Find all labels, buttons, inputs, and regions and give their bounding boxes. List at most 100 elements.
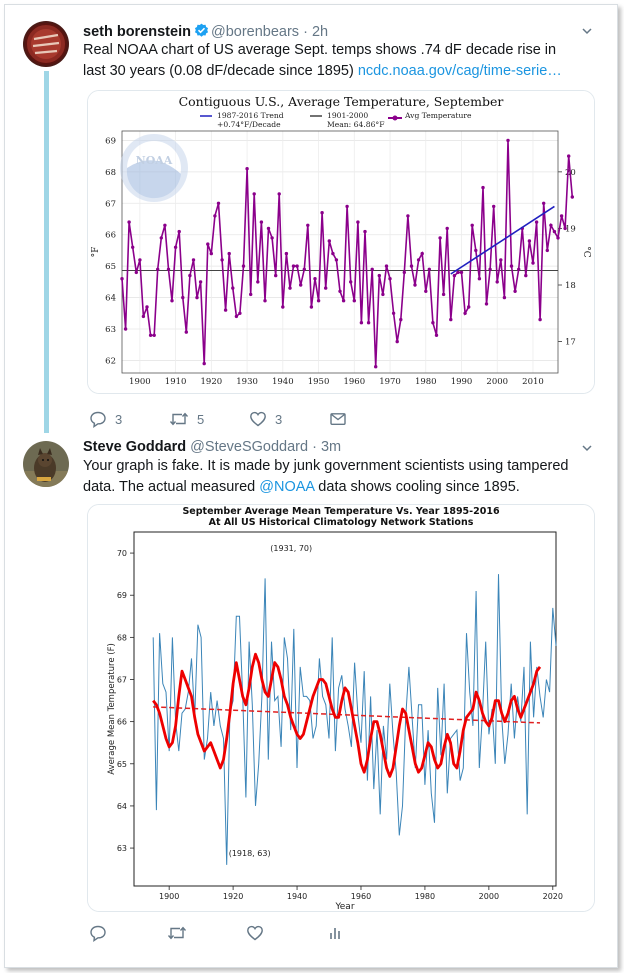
- data-point: [127, 220, 131, 224]
- data-point: [141, 314, 146, 319]
- y-tick-label: 67: [117, 676, 127, 685]
- tweet-1[interactable]: seth borenstein @borenbears · 2h Real NOA…: [5, 5, 617, 433]
- retweet-icon: [169, 412, 189, 426]
- y-axis-label: °F: [91, 247, 101, 258]
- data-point: [249, 292, 253, 297]
- data-point: [517, 267, 521, 271]
- data-point: [334, 258, 339, 262]
- data-point: [291, 264, 296, 268]
- y-tick-label: 63: [105, 325, 116, 335]
- keep-calm-badge-icon: [23, 21, 69, 67]
- x-tick-label: 2000: [479, 892, 499, 901]
- data-point: [223, 308, 228, 312]
- x-tick-label: 1960: [351, 892, 371, 901]
- data-point: [363, 229, 367, 234]
- data-point: [431, 321, 435, 325]
- author-handle[interactable]: @SteveSGoddard: [190, 439, 309, 455]
- tweet-image-noaa-chart[interactable]: Contiguous U.S., Average Temperature, Se…: [87, 90, 595, 394]
- data-point: [181, 295, 185, 300]
- data-point: [134, 270, 138, 275]
- mention-link[interactable]: @NOAA: [259, 479, 315, 495]
- tweet-2[interactable]: Steve Goddard @SteveSGoddard · 3m Your g…: [5, 433, 617, 967]
- data-point: [477, 277, 482, 281]
- avatar[interactable]: [23, 441, 69, 487]
- data-point: [467, 305, 471, 309]
- chevron-down-icon[interactable]: [581, 25, 593, 37]
- smoothed-temperature-line: [152, 652, 542, 778]
- data-point: [331, 251, 335, 256]
- tweet-time[interactable]: 2h: [311, 24, 329, 40]
- y-tick-label: 66: [105, 231, 116, 241]
- chart-subtitle: At All US Historical Climatology Network…: [209, 517, 474, 528]
- data-point: [474, 248, 478, 253]
- author-handle[interactable]: @borenbears: [210, 24, 300, 40]
- data-point: [463, 311, 467, 315]
- retweet-button[interactable]: [167, 924, 187, 942]
- y-tick-label: 65: [105, 262, 116, 272]
- author-name[interactable]: Steve Goddard: [83, 439, 187, 455]
- data-point: [241, 264, 246, 268]
- envelope-icon: [330, 413, 346, 425]
- data-point: [177, 229, 181, 234]
- data-point: [449, 317, 453, 322]
- data-point: [456, 270, 460, 275]
- data-point: [420, 251, 424, 256]
- data-point: [438, 236, 442, 240]
- x-tick-label: 1900: [159, 892, 179, 901]
- x-tick-label: 1920: [223, 892, 243, 901]
- data-point: [148, 333, 153, 337]
- reply-button[interactable]: 3: [89, 410, 122, 428]
- tweet-link[interactable]: ncdc.noaa.gov/cag/time-serie…: [357, 63, 562, 79]
- avatar[interactable]: [23, 21, 69, 67]
- data-point: [120, 277, 124, 281]
- tweet-time[interactable]: 3m: [320, 439, 342, 455]
- like-button[interactable]: 3: [249, 410, 282, 428]
- data-point: [384, 264, 389, 268]
- x-tick-label: 1940: [272, 377, 294, 387]
- data-point: [567, 154, 571, 158]
- noaa-chart: Contiguous U.S., Average Temperature, Se…: [88, 91, 594, 393]
- legend-label-detail: +0.74°F/Decade: [217, 120, 281, 129]
- data-point: [163, 223, 167, 227]
- data-point: [484, 302, 489, 306]
- data-point: [413, 283, 417, 287]
- data-point: [488, 267, 492, 271]
- data-point: [216, 201, 221, 205]
- x-tick-label: 1950: [308, 377, 330, 387]
- data-point: [409, 264, 414, 268]
- reply-button[interactable]: [89, 924, 107, 942]
- y2-tick-label: 18: [565, 281, 576, 291]
- retweet-button[interactable]: 5: [169, 410, 204, 428]
- data-point: [495, 280, 499, 284]
- data-point: [345, 204, 349, 209]
- data-point: [313, 277, 317, 281]
- data-point: [406, 214, 410, 218]
- reply-icon: [90, 411, 106, 428]
- like-button[interactable]: [246, 924, 264, 942]
- data-point: [295, 264, 299, 268]
- data-point: [416, 258, 421, 262]
- x-tick-label: 1980: [415, 377, 437, 387]
- data-point: [309, 305, 314, 309]
- tweet-body-end: data shows cooling since 1895.: [314, 479, 520, 495]
- data-point: [274, 273, 278, 278]
- data-point: [434, 333, 439, 337]
- data-point: [470, 223, 474, 227]
- data-point: [452, 273, 457, 278]
- data-point: [370, 267, 374, 271]
- x-tick-label: 1930: [236, 377, 258, 387]
- data-point: [527, 239, 532, 243]
- data-point: [145, 305, 149, 309]
- data-point: [559, 214, 564, 218]
- data-point: [349, 280, 353, 284]
- tweet-image-ushcn-chart[interactable]: September Average Mean Temperature Vs. Y…: [87, 504, 595, 912]
- analytics-icon: [330, 928, 340, 939]
- data-point: [542, 201, 546, 205]
- data-point: [374, 365, 378, 369]
- message-button[interactable]: [329, 410, 347, 428]
- chevron-down-icon[interactable]: [581, 442, 593, 454]
- analytics-button[interactable]: [327, 924, 345, 942]
- data-point: [306, 223, 310, 227]
- retweet-count: 5: [197, 411, 205, 427]
- author-name[interactable]: seth borenstein: [83, 24, 191, 40]
